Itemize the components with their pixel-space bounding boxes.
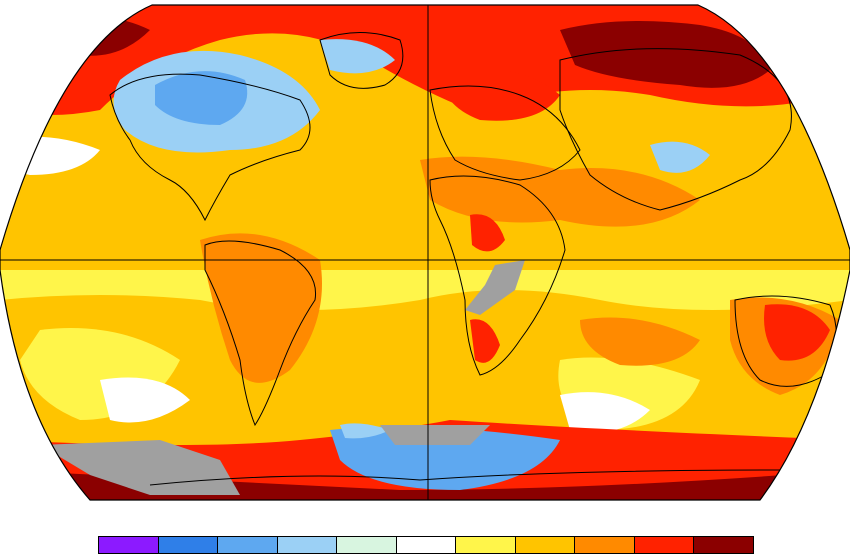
legend-swatch-9 xyxy=(575,537,635,553)
anomaly-southern-africa-red xyxy=(470,319,500,363)
world-map xyxy=(0,4,850,501)
coast-antarctica xyxy=(149,469,781,486)
anomaly-field xyxy=(0,5,850,500)
legend-swatch-7 xyxy=(456,537,516,553)
coast-europe xyxy=(429,85,581,181)
anomaly-indian-ocean-orange xyxy=(580,317,700,366)
anomaly-antarctica-light-cool xyxy=(340,423,390,439)
legend-swatch-11 xyxy=(694,537,754,553)
legend-swatch-4 xyxy=(277,537,338,553)
coast-south-america xyxy=(204,240,317,427)
map-frame xyxy=(0,4,850,501)
anomaly-central-africa-red xyxy=(470,214,505,252)
anomaly-asia-cool xyxy=(650,141,710,173)
legend-swatch-2 xyxy=(158,537,219,553)
anomaly-siberia-max xyxy=(560,21,770,88)
legend-swatch-1 xyxy=(99,537,159,553)
anomaly-antarctica-cool xyxy=(330,426,560,490)
legend-swatch-10 xyxy=(634,537,695,553)
legend-swatch-3 xyxy=(218,537,278,553)
legend-swatch-5 xyxy=(337,537,397,553)
anomaly-south-indian-white xyxy=(560,392,650,433)
anomaly-south-pacific-white xyxy=(100,377,190,423)
no-data-antarctic-atlantic xyxy=(380,425,490,445)
anomaly-australia-red xyxy=(764,304,830,361)
coast-asia xyxy=(559,48,792,211)
no-data-africa xyxy=(465,260,525,315)
legend-swatch-8 xyxy=(515,537,576,553)
coast-greenland xyxy=(319,32,404,89)
legend-swatch-6 xyxy=(396,537,457,553)
coast-north-america xyxy=(109,73,311,222)
anomaly-canada-cooler xyxy=(155,71,248,125)
anomaly-south-america xyxy=(200,233,322,383)
anomaly-greenland-cool xyxy=(320,39,395,74)
coastlines xyxy=(109,32,837,486)
coast-africa xyxy=(429,175,566,376)
color-scale-legend xyxy=(98,536,754,554)
anomaly-europe xyxy=(440,67,560,121)
